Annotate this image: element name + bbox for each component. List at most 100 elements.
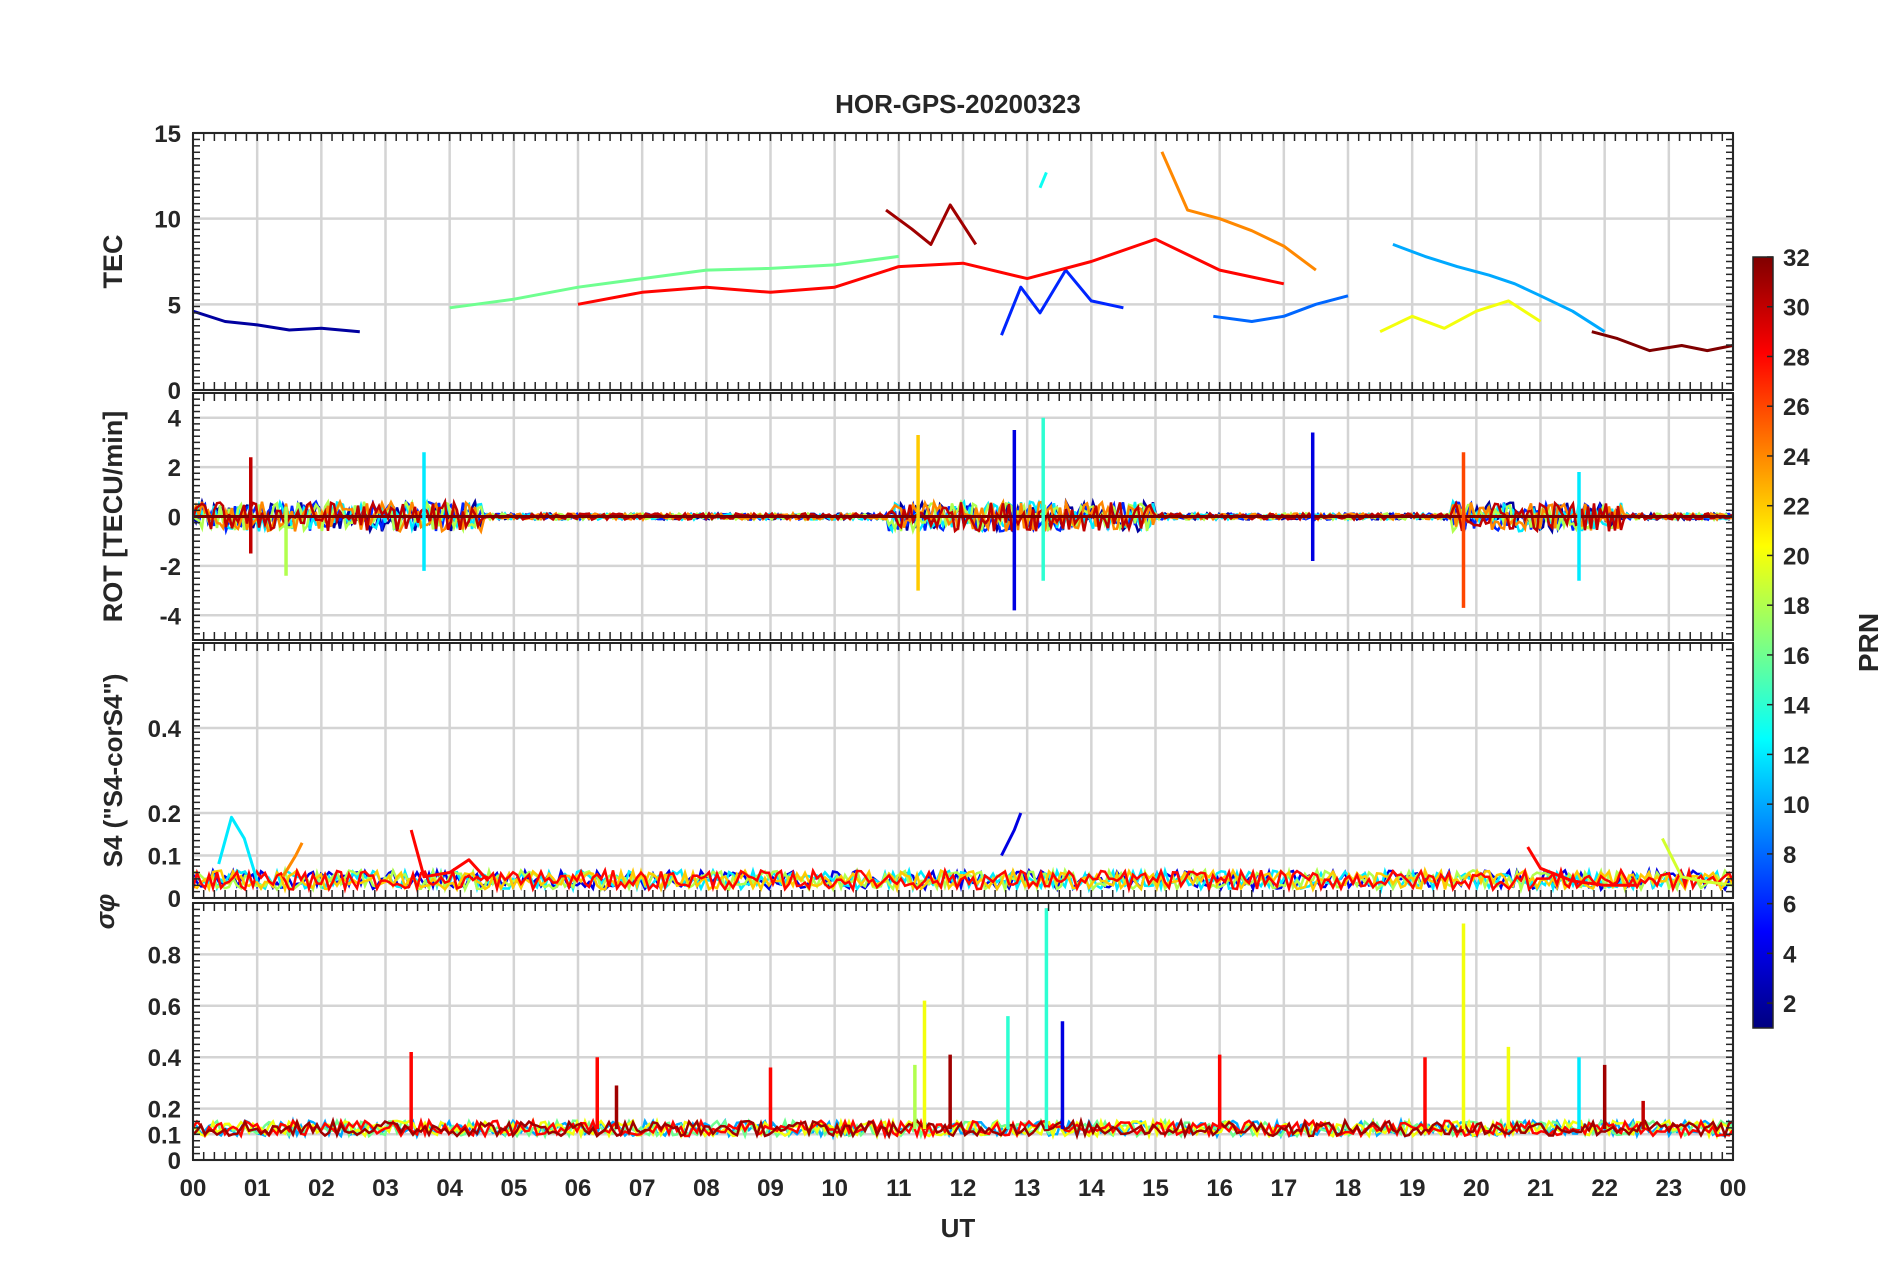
tec-series-prn-8 [1213, 294, 1349, 323]
sigma_phi-ytick-label: 0.8 [148, 942, 181, 969]
x-tick-label: 12 [950, 1175, 977, 1202]
panel-s4: 0 0.1 0.2 0.4 S4 ("S4-corS4") [98, 642, 1735, 913]
x-tick-label: 00 [180, 1175, 207, 1202]
x-tick-label: 08 [693, 1175, 720, 1202]
tec-ytick-label: 0 [168, 378, 181, 405]
x-tick-label: 19 [1399, 1175, 1426, 1202]
s4-ytick-label: 0.2 [148, 801, 181, 828]
colorbar-tick-label: 32 [1783, 245, 1810, 272]
x-tick-label: 22 [1591, 1175, 1618, 1202]
s4-ytick-label: 0.1 [148, 844, 181, 871]
tec-series-prn-32 [1591, 330, 1733, 353]
colorbar-tick-label: 16 [1783, 643, 1810, 670]
tec-ytick-label: 15 [154, 121, 181, 148]
s4-trace-prn-22 [193, 866, 1733, 894]
colorbar-tick-label: 28 [1783, 344, 1810, 371]
tec-ytick-label: 10 [154, 207, 181, 234]
x-tick-label: 14 [1078, 1175, 1105, 1202]
x-tick-label: 00 [1720, 1175, 1747, 1202]
colorbar-tick-label: 26 [1783, 394, 1810, 421]
x-tick-label: 10 [821, 1175, 848, 1202]
sigma-trace-prn-31 [193, 1116, 1733, 1141]
tec-data [193, 151, 1733, 353]
s4-series-prn-4 [1000, 812, 1023, 857]
sigma-phi-ylabel: σφ [90, 894, 120, 930]
tec-series-prn-2 [193, 309, 360, 334]
x-tick-label: 06 [565, 1175, 592, 1202]
colorbar-tick-label: 12 [1783, 742, 1810, 769]
x-tick-label: 15 [1142, 1175, 1169, 1202]
x-tick-label: 09 [757, 1175, 784, 1202]
x-axis-label: UT [941, 1213, 976, 1243]
tec-series-prn-24 [1160, 151, 1317, 272]
sigma_phi-data [193, 908, 1733, 1141]
tec-series-prn-20 [1379, 299, 1542, 334]
sigma_phi-ytick-label: 0.2 [148, 1097, 181, 1124]
x-tick-label: 17 [1270, 1175, 1297, 1202]
colorbar-tick-label: 4 [1783, 941, 1797, 968]
rot-ytick-label: -4 [160, 603, 182, 630]
colorbar-bar [1752, 256, 1774, 1029]
rot-ylabel: ROT [TECU/min] [98, 411, 128, 622]
x-tick-label: 23 [1655, 1175, 1682, 1202]
panel-sigma_phi: 00.10.2 0.4 0.6 0.8 σφ 00 01 02 03 04 05 06 07 08 09 10… [90, 894, 1746, 1202]
colorbar-tick-label: 6 [1783, 892, 1796, 919]
tec-series-prn-6 [1000, 268, 1124, 336]
s4-series-prn-28 [409, 829, 490, 883]
sigma_phi-ytick-label: 0.1 [148, 1122, 181, 1149]
panel-tec: 0 5 10 15 TEC [98, 121, 1735, 405]
tec-ylabel: TEC [98, 235, 128, 289]
sigma_phi-ytick-label: 0.4 [148, 1045, 182, 1072]
x-tick-label: 20 [1463, 1175, 1490, 1202]
x-tick-label: 01 [244, 1175, 271, 1202]
x-tick-label: 02 [308, 1175, 335, 1202]
panel-rot: -4 -2 0 2 4 ROT [TECU/min] [98, 392, 1735, 641]
x-tick-label: 04 [436, 1175, 463, 1202]
colorbar-tick-label: 18 [1783, 593, 1810, 620]
tec-series-prn-28 [577, 237, 1285, 306]
colorbar-tick-label: 8 [1783, 842, 1796, 869]
s4-ytick-label: 0.4 [148, 716, 182, 743]
x-tick-label: 16 [1206, 1175, 1233, 1202]
s4-series-prn-28 [1526, 846, 1637, 887]
sigma_phi-ytick-label: 0.6 [148, 994, 181, 1021]
rot-ytick-label: 0 [168, 505, 181, 532]
colorbar-tick-label: 24 [1783, 444, 1810, 471]
colorbar-tick-label: 20 [1783, 543, 1810, 570]
tec-series-prn-13 [1038, 171, 1048, 189]
colorbar-tick-label: 10 [1783, 792, 1810, 819]
tec-ytick-label: 5 [168, 292, 181, 319]
x-tick-label: 18 [1335, 1175, 1362, 1202]
x-tick-label: 11 [886, 1175, 911, 1202]
tec-series-prn-31 [885, 203, 978, 246]
s4-ylabel: S4 ("S4-corS4") [98, 674, 128, 868]
tec-series-prn-16 [449, 254, 899, 310]
s4-series-prn-19 [1661, 837, 1733, 887]
rot-ytick-label: 4 [168, 406, 182, 433]
colorbar-tick-label: 2 [1783, 991, 1796, 1018]
rot-ytick-label: -2 [160, 554, 181, 581]
rot-data [193, 417, 1733, 611]
rot-trace-prn-30 [193, 497, 1733, 534]
s4-series-prn-12 [217, 815, 259, 882]
s4-series-prn-24 [281, 842, 304, 878]
x-tick-label: 13 [1014, 1175, 1041, 1202]
rot-ytick-label: 2 [168, 455, 181, 482]
colorbar-tick-label: 22 [1783, 494, 1810, 521]
x-tick-label: 05 [500, 1175, 527, 1202]
chart-title: HOR-GPS-20200323 [835, 89, 1081, 119]
x-tick-label: 21 [1527, 1175, 1554, 1202]
colorbar-tick-label: 14 [1783, 693, 1810, 720]
s4-ytick-label: 0 [168, 886, 181, 913]
colorbar-label: PRN [1853, 613, 1884, 672]
sigma_phi-ytick-label: 0 [168, 1148, 181, 1175]
s4-trace-prn-28 [193, 866, 1733, 895]
x-tick-label: 07 [629, 1175, 656, 1202]
colorbar-tick-label: 30 [1783, 295, 1810, 322]
x-tick-label: 03 [372, 1175, 399, 1202]
tec-series-prn-10 [1392, 242, 1606, 333]
s4-data [193, 812, 1733, 895]
